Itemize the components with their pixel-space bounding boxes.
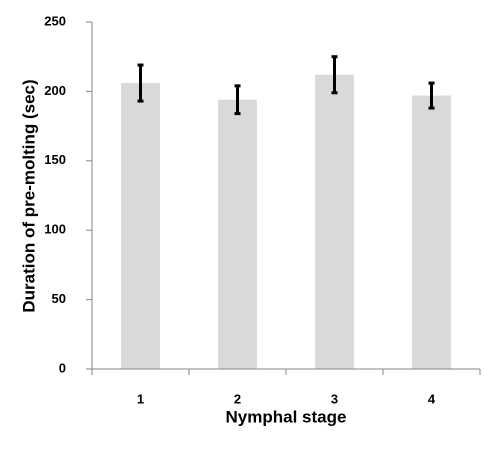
error-bar	[234, 84, 241, 116]
x-tick-label: 2	[234, 391, 241, 406]
error-bar	[137, 63, 144, 103]
y-tick-label: 200	[44, 83, 66, 98]
y-tick-label: 100	[44, 222, 66, 237]
x-axis-title: Nymphal stage	[226, 407, 347, 426]
y-tick-label: 50	[52, 291, 66, 306]
bar	[218, 99, 257, 369]
y-tick-label: 250	[44, 13, 66, 28]
x-tick-label: 3	[331, 391, 338, 406]
bar	[412, 95, 451, 370]
error-bar	[331, 55, 338, 95]
y-tick-label: 0	[59, 360, 66, 375]
x-tick-label: 1	[137, 391, 144, 406]
x-tick-label: 4	[428, 391, 436, 406]
bar	[121, 83, 160, 370]
error-bar	[428, 81, 435, 110]
y-axis-title: Duration of pre-molting (sec)	[19, 79, 38, 312]
y-tick-label: 150	[44, 152, 66, 167]
bar	[315, 74, 354, 369]
